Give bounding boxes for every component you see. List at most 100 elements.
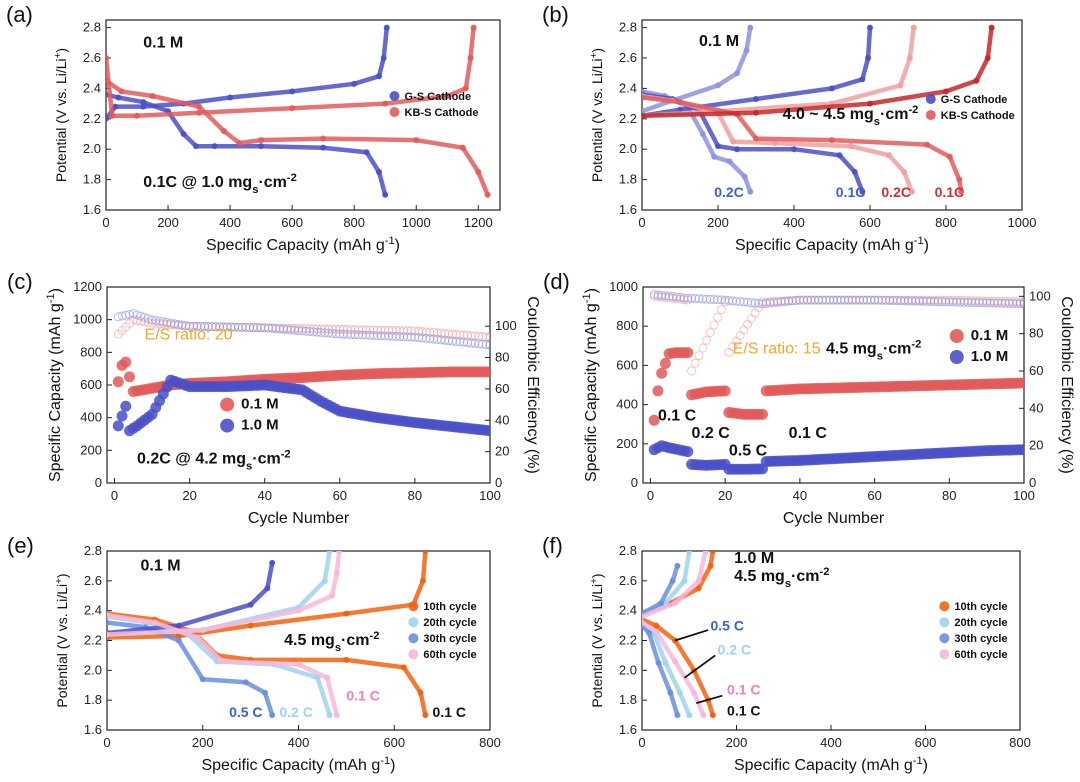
- annotation-1-part-2: ·cm: [258, 174, 286, 191]
- y-tick-label: 2.8: [84, 543, 102, 558]
- annotation-0: 0.1 M: [143, 34, 183, 51]
- data-point: [941, 297, 951, 307]
- y-axis-title-part-1: -1: [581, 293, 593, 303]
- data-point: [667, 689, 674, 696]
- x-axis-title: Specific Capacity (mAh g-1): [734, 755, 928, 774]
- legend-label: 1.0 M: [971, 348, 1009, 365]
- data-point: [700, 712, 707, 719]
- data-point: [417, 689, 424, 696]
- data-point: [901, 169, 908, 175]
- data-point: [343, 656, 350, 663]
- data-point: [754, 298, 764, 308]
- legend-label: G-S Cathode: [405, 91, 472, 103]
- data-point: [690, 294, 700, 304]
- series-layer: [106, 24, 491, 198]
- data-point: [806, 295, 816, 305]
- series-60th-cycle-discharge: [107, 612, 340, 719]
- annotation-1-part-2: ·cm: [341, 632, 369, 649]
- data-point: [911, 296, 921, 306]
- legend-label: 60th cycle: [423, 649, 476, 661]
- data-point: [333, 712, 340, 719]
- data-point: [952, 297, 962, 307]
- y-tick-label: 1.8: [619, 172, 637, 187]
- y-tick-label: 2.8: [83, 20, 101, 35]
- data-point: [236, 140, 243, 147]
- data-point: [867, 24, 873, 31]
- data-point: [115, 94, 122, 101]
- legend-label: 10th cycle: [423, 601, 476, 613]
- x-axis-title-part-1: -1: [913, 755, 923, 767]
- panel-label: (a): [6, 2, 33, 27]
- data-point: [943, 88, 949, 95]
- data-point: [821, 295, 831, 305]
- legend-marker: [408, 617, 419, 628]
- legend-label: KB-S Cathode: [405, 107, 479, 119]
- x-tick-label: 60: [867, 488, 881, 503]
- x-tick-label: 800: [1009, 735, 1031, 750]
- series-line: [642, 563, 680, 616]
- data-point: [707, 562, 714, 569]
- x-axis-title-part-1: -1: [380, 755, 390, 767]
- data-point: [220, 127, 227, 134]
- annotation-1-part-0: 0.1C @ 1.0 mg: [143, 174, 252, 191]
- data-point: [261, 689, 268, 696]
- y-axis-title-part-2: ): [583, 288, 600, 293]
- y-tick-label: 2.2: [83, 111, 101, 126]
- data-point: [470, 24, 477, 31]
- y-tick-label: 1.6: [619, 202, 637, 217]
- y-axis-title-part-2: ): [53, 48, 69, 53]
- series-1-0-m-ce: [649, 289, 1024, 309]
- y2-axis-title: Coulombic Efficiency (%): [524, 296, 541, 474]
- data-point: [799, 295, 809, 305]
- annotation-0: 0.1 M: [141, 557, 181, 574]
- annotation-1: 4.5 mgs·cm-2: [734, 566, 829, 590]
- data-point: [320, 144, 327, 151]
- data-point: [686, 712, 693, 719]
- data-point: [682, 347, 694, 359]
- legend-marker: [389, 91, 400, 101]
- x-tick-label: 60: [333, 488, 347, 503]
- data-point: [192, 143, 199, 150]
- y-axis-title-part-2: ): [47, 288, 64, 293]
- data-point: [196, 109, 203, 116]
- data-point: [959, 297, 969, 307]
- data-point: [716, 295, 726, 305]
- data-point: [746, 314, 756, 324]
- annotation-1-part-2: ·cm: [880, 106, 908, 123]
- data-point: [866, 295, 876, 305]
- data-point: [1018, 444, 1024, 456]
- rate-label: 0.1 C: [727, 682, 760, 698]
- data-point: [907, 296, 917, 306]
- data-point: [926, 296, 936, 306]
- y-axis-title-part-0: Potential (V vs. Li/Li: [53, 58, 69, 182]
- series-layer: [648, 289, 1024, 475]
- data-point: [870, 295, 880, 305]
- y-axis-title-part-0: Potential (V vs. Li/Li: [589, 58, 605, 182]
- y2-tick-label: 80: [495, 350, 509, 365]
- data-point: [914, 296, 924, 306]
- x-tick-label: 800: [479, 735, 501, 750]
- data-point: [747, 188, 754, 195]
- data-point: [896, 296, 906, 306]
- data-point: [106, 115, 109, 122]
- data-point: [180, 131, 187, 137]
- data-point: [112, 103, 119, 110]
- y-axis-title-part-0: Specific Capacity (mAh g: [583, 303, 600, 482]
- data-point: [422, 551, 429, 554]
- data-point: [1018, 377, 1024, 389]
- x-axis-title-part-2: ): [390, 757, 395, 774]
- y-tick-label: 2.6: [619, 573, 637, 588]
- series-60th-cycle-discharge: [642, 619, 707, 719]
- data-point: [713, 312, 723, 322]
- data-point: [772, 140, 778, 147]
- y-axis-title: Specific Capacity (mAh g-1): [45, 288, 64, 482]
- x-tick-label: 600: [859, 215, 881, 230]
- annotation-1-part-1: s: [246, 460, 252, 472]
- data-point: [743, 47, 750, 54]
- y-tick-label: 2.4: [83, 80, 101, 95]
- data-point: [211, 143, 218, 150]
- data-point: [383, 24, 390, 31]
- data-point: [653, 622, 660, 629]
- annotation-1-part-3: -2: [820, 566, 830, 578]
- data-point: [978, 298, 988, 308]
